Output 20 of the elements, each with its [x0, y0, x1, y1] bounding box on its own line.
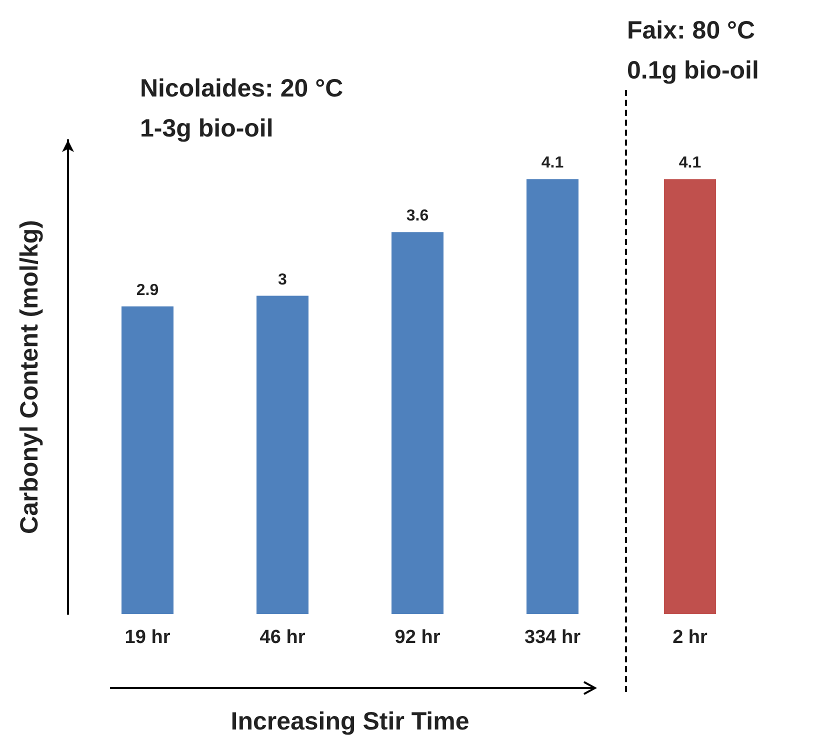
bar [256, 296, 308, 614]
x-tick-label: 2 hr [672, 627, 708, 648]
data-label: 3 [278, 271, 288, 288]
x-tick-label: 46 hr [260, 627, 306, 648]
data-label: 4.1 [541, 154, 564, 172]
text: Nicolaides: 20 °C [140, 74, 344, 102]
data-label: 2.9 [136, 282, 159, 299]
x-tick-label: 92 hr [394, 627, 441, 648]
bar [526, 179, 578, 614]
x-tick-label: 334 hr [524, 627, 582, 648]
y-axis-title: Carbonyl Content (mol/kg) [16, 220, 44, 534]
bar [122, 306, 174, 614]
text: 1-3g bio-oil [140, 114, 274, 142]
bar [392, 232, 444, 614]
data-label: 3.6 [406, 208, 429, 225]
x-tick-label: 19 hr [124, 627, 171, 648]
x-axis-title: Increasing Stir Time [230, 708, 470, 736]
text: Faix: 80 °C [627, 16, 756, 44]
data-label: 4.1 [678, 154, 702, 172]
text: 0.1g bio-oil [627, 56, 759, 84]
